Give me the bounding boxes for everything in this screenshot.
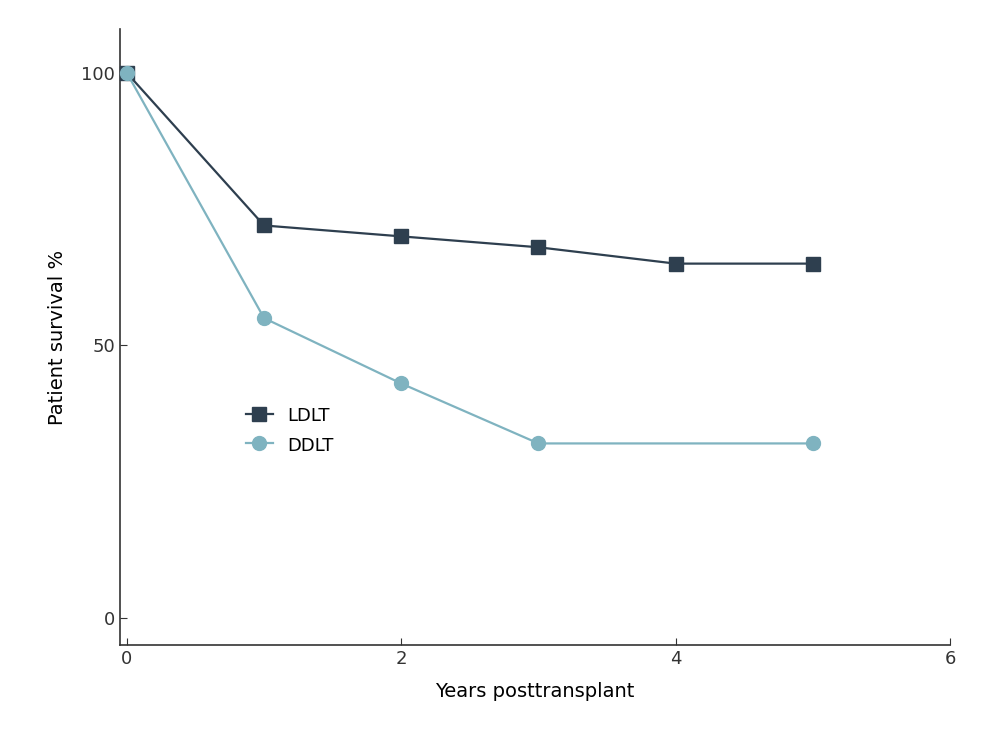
LDLT [532,243,544,251]
DDLT [258,314,270,323]
LDLT [258,221,270,230]
Line: DDLT: DDLT [120,66,820,450]
DDLT [807,439,819,448]
DDLT [395,379,407,388]
X-axis label: Years posttransplant: Years posttransplant [435,682,635,701]
Legend: LDLT, DDLT: LDLT, DDLT [237,398,343,463]
LDLT [670,259,682,268]
DDLT [121,68,133,77]
LDLT [121,68,133,77]
DDLT [532,439,544,448]
LDLT [395,232,407,240]
Y-axis label: Patient survival %: Patient survival % [48,250,67,424]
Line: LDLT: LDLT [120,66,820,270]
LDLT [807,259,819,268]
